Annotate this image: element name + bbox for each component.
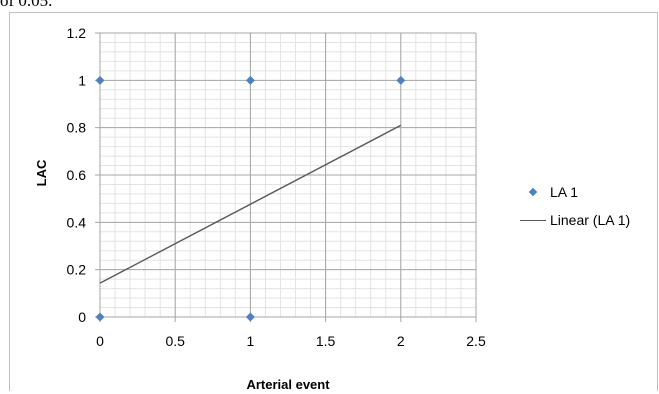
legend-label-la1: LA 1 <box>550 184 579 200</box>
diamond-marker-icon <box>516 187 550 197</box>
y-tick-label: 1.2 <box>67 25 87 41</box>
y-tick-label: 0.4 <box>67 214 87 230</box>
x-tick-label: 1.5 <box>316 333 336 349</box>
legend-item-linear: Linear (LA 1) <box>516 206 630 234</box>
y-tick-label: 0.6 <box>67 167 87 183</box>
chart-frame <box>9 12 658 391</box>
x-tick-labels: 0 0.5 1 1.5 2 2.5 <box>96 333 486 349</box>
x-axis-label: Arterial event <box>246 377 330 392</box>
y-tick-labels: 0 0.2 0.4 0.6 0.8 1 1.2 <box>67 25 87 325</box>
legend: LA 1 Linear (LA 1) <box>516 178 630 234</box>
trendline <box>99 124 402 284</box>
y-axis-label: LAC <box>34 159 49 186</box>
x-tick-label: 0 <box>96 333 104 349</box>
y-tick-label: 0.2 <box>67 262 87 278</box>
y-tick-label: 1 <box>78 72 86 88</box>
data-point <box>95 75 105 85</box>
data-point <box>245 75 255 85</box>
trendline-layer <box>99 124 402 284</box>
x-tick-label: 2 <box>397 333 405 349</box>
data-point <box>245 312 255 322</box>
legend-label-linear: Linear (LA 1) <box>550 212 631 228</box>
data-point <box>396 75 406 85</box>
y-tick-label: 0.8 <box>67 120 87 136</box>
legend-item-la1: LA 1 <box>516 178 630 206</box>
y-tick-label: 0 <box>78 309 86 325</box>
data-points-layer <box>95 75 406 322</box>
header-text: of 0.05. <box>0 0 53 10</box>
x-tick-label: 1 <box>247 333 255 349</box>
line-marker-icon <box>516 219 550 221</box>
x-tick-label: 2.5 <box>466 333 486 349</box>
data-point <box>95 312 105 322</box>
x-tick-label: 0.5 <box>165 333 185 349</box>
